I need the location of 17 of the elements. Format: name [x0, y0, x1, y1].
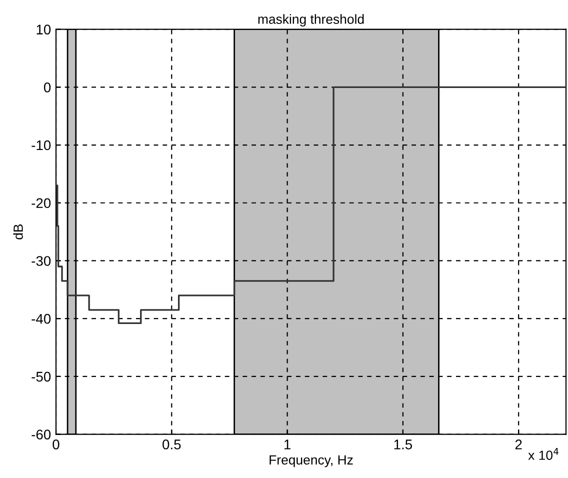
chart-title: masking threshold	[258, 14, 364, 26]
x-tick-label: 0	[52, 440, 60, 450]
x-tick-label: 1	[284, 440, 290, 450]
x-axis-title: Frequency, Hz	[270, 455, 353, 468]
y-tick-label: -30	[32, 256, 51, 266]
y-tick-label: -50	[32, 372, 51, 382]
y-tick-label: -10	[32, 140, 51, 150]
y-axis-title: dB	[13, 224, 23, 240]
x-tick-label: 0.5	[162, 440, 181, 450]
text: x 10$^{4}$	[528, 448, 558, 460]
y-tick-label: 0	[44, 82, 51, 92]
y-tick-label: 10	[36, 24, 51, 34]
x-tick-label: 1.5	[394, 440, 412, 450]
y-tick-label: -20	[32, 198, 51, 208]
y-tick-label: -40	[32, 314, 51, 324]
x-tick-label: 2	[515, 440, 522, 450]
y-tick-label: -60	[32, 430, 51, 440]
